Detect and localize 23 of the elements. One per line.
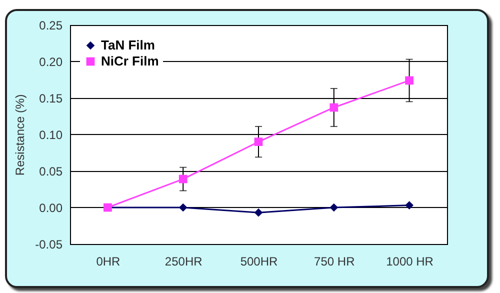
- y-tick-label: 0.10: [39, 128, 63, 142]
- point: [254, 138, 263, 146]
- y-tick-label: 0.25: [39, 18, 63, 32]
- x-tick-label: 250HR: [164, 254, 203, 268]
- x-tick-label: 1000 HR: [386, 254, 434, 268]
- y-tick-label: 0.20: [39, 55, 63, 69]
- point: [405, 76, 414, 85]
- y-tick-label: -0.05: [35, 238, 63, 252]
- x-tick-label: 750 HR: [314, 254, 356, 268]
- x-tick-label: 500HR: [240, 254, 278, 268]
- legend-label: NiCr Film: [101, 54, 159, 68]
- y-axis-title: Resistance (%): [13, 94, 28, 176]
- point: [330, 103, 338, 112]
- legend-label: TaN Film: [101, 38, 155, 52]
- y-tick-label: 0.15: [39, 92, 63, 106]
- point: [330, 203, 338, 212]
- point: [254, 208, 263, 217]
- x-tick-label: 0HR: [96, 254, 121, 268]
- y-tick-label: 0.05: [39, 164, 63, 178]
- point: [405, 201, 414, 210]
- y-tick-label: 0.00: [39, 201, 63, 215]
- point: [178, 174, 188, 184]
- point: [178, 203, 188, 212]
